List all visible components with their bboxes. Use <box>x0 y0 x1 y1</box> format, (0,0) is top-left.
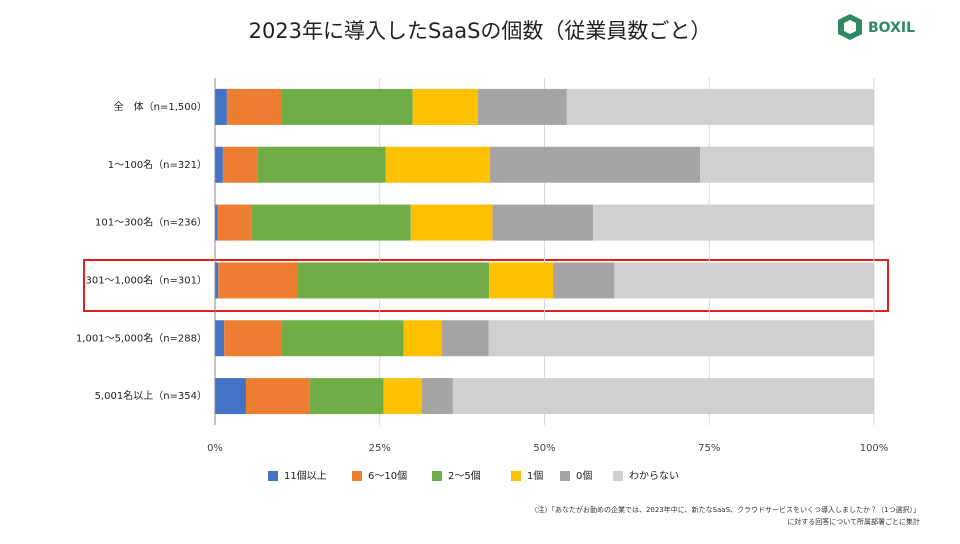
bar-segment <box>489 146 701 183</box>
legend-label: 11個以上 <box>284 469 327 482</box>
bar-segment <box>281 88 413 125</box>
bar-segment <box>593 204 874 241</box>
legend-swatch <box>613 471 623 481</box>
y-tick-label: 1,001～5,000名（n=288） <box>76 331 207 344</box>
bar-segment <box>226 88 282 125</box>
bar-segment <box>215 262 219 299</box>
legend-label: 6～10個 <box>368 469 407 482</box>
bar-segment <box>215 320 225 357</box>
bar-segment <box>222 146 258 183</box>
bar-segment <box>215 88 227 125</box>
bar-segment <box>614 262 874 299</box>
legend-swatch <box>268 471 278 481</box>
bar-segment <box>218 262 299 299</box>
x-tick-label: 75% <box>698 443 720 454</box>
footnote: （注）「あなたがお勤めの企業では、2023年中に、新たなSaaS、クラウドサービ… <box>530 505 920 514</box>
x-tick-label: 0% <box>207 443 223 454</box>
bar-segment <box>383 378 422 415</box>
bar-segment <box>309 378 384 415</box>
bar-segment <box>257 146 386 183</box>
bar-segment <box>215 204 218 241</box>
x-tick-label: 50% <box>533 443 555 454</box>
bar-segment <box>566 88 874 125</box>
bar-segment <box>215 146 223 183</box>
y-tick-label: 1～100名（n=321） <box>108 158 207 171</box>
bar-segment <box>452 378 874 415</box>
bar-segment <box>477 88 567 125</box>
legend-swatch <box>352 471 362 481</box>
bar-segment <box>385 146 490 183</box>
bar-segment <box>553 262 615 299</box>
bar-segment <box>224 320 282 357</box>
legend-label: 1個 <box>527 469 543 482</box>
x-tick-label: 25% <box>369 443 391 454</box>
bar-segment <box>489 262 554 299</box>
bar-segment <box>410 204 493 241</box>
legend-label: 2～5個 <box>448 469 481 482</box>
logo: BOXIL <box>838 14 915 40</box>
y-tick-label: 5,001名以上（n=354） <box>95 389 207 402</box>
logo-icon-inner <box>844 20 856 34</box>
highlight-box <box>83 259 889 312</box>
bar-segment <box>298 262 490 299</box>
bar-segment <box>403 320 442 357</box>
bar-segment <box>215 378 246 415</box>
bar-segment <box>281 320 404 357</box>
legend-label: 0個 <box>576 469 592 482</box>
chart-title: 2023年に導入したSaaSの個数（従業員数ごと） <box>249 19 712 43</box>
bar-segment <box>217 204 252 241</box>
footnote: に対する回答について所属部署ごとに集計 <box>787 517 920 526</box>
bar-segment <box>488 320 874 357</box>
bar-segment <box>245 378 310 415</box>
y-tick-label: 301～1,000名（n=301） <box>85 273 207 286</box>
logo-text: BOXIL <box>868 20 915 36</box>
bar-segment <box>412 88 478 125</box>
bar-segment <box>441 320 489 357</box>
grid <box>214 78 875 425</box>
y-tick-label: 全 体（n=1,500） <box>114 100 207 113</box>
x-tick-label: 100% <box>860 443 889 454</box>
legend-swatch <box>511 471 521 481</box>
bar-segment <box>421 378 453 415</box>
bar-segment <box>492 204 594 241</box>
bar-segment <box>251 204 411 241</box>
legend-swatch <box>432 471 442 481</box>
y-tick-label: 101～300名（n=236） <box>95 216 207 229</box>
legend-label: わからない <box>629 470 679 482</box>
bar-segment <box>700 146 874 183</box>
legend-swatch <box>560 471 570 481</box>
